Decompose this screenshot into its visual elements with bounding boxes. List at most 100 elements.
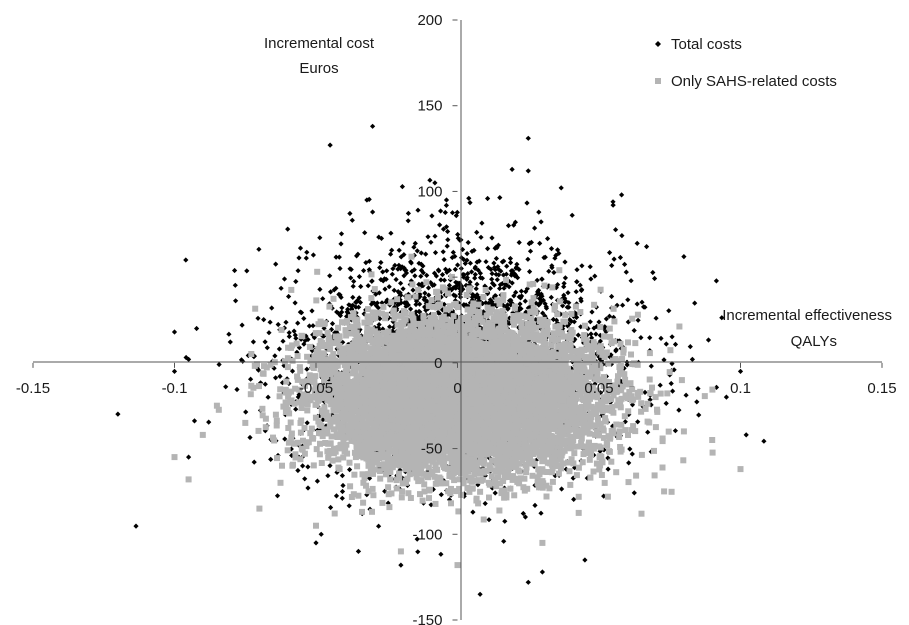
data-point	[351, 278, 357, 284]
data-point	[361, 311, 367, 317]
data-point	[366, 196, 372, 202]
data-point	[508, 272, 514, 278]
data-point	[405, 218, 411, 224]
data-point	[398, 266, 404, 272]
data-point	[492, 267, 498, 273]
data-point	[346, 459, 353, 466]
data-point	[548, 294, 554, 300]
data-point	[296, 399, 303, 406]
data-point	[631, 490, 637, 496]
data-point	[334, 339, 341, 346]
data-point	[536, 287, 542, 293]
data-point	[443, 202, 449, 208]
data-point	[238, 357, 245, 363]
data-point	[398, 562, 404, 568]
data-point	[529, 321, 536, 328]
data-point	[441, 301, 447, 307]
data-point	[364, 492, 370, 498]
data-point	[459, 283, 465, 289]
data-point	[475, 267, 481, 273]
data-point	[378, 235, 385, 241]
data-point	[440, 226, 447, 232]
data-point	[663, 341, 669, 347]
data-point	[556, 250, 562, 256]
data-point	[505, 302, 511, 308]
data-point	[401, 265, 407, 271]
data-point	[335, 456, 342, 463]
data-point	[522, 514, 528, 520]
data-point	[477, 591, 483, 597]
data-point	[415, 207, 421, 213]
data-point	[327, 142, 333, 148]
data-point	[295, 394, 301, 400]
data-point	[493, 255, 499, 262]
data-point	[672, 428, 678, 434]
data-point	[613, 227, 619, 233]
data-point	[338, 294, 344, 300]
data-point	[505, 306, 511, 312]
data-point	[619, 233, 625, 239]
data-point	[281, 276, 288, 282]
data-point	[401, 252, 407, 258]
data-point	[300, 437, 306, 444]
data-point	[420, 263, 426, 269]
data-point	[609, 262, 615, 269]
data-point	[505, 223, 512, 229]
data-point	[668, 488, 675, 495]
data-point	[311, 335, 317, 341]
data-point	[428, 239, 434, 245]
data-point	[353, 299, 359, 305]
data-point	[452, 266, 458, 272]
data-point	[570, 475, 576, 481]
data-point	[295, 268, 301, 274]
data-point	[420, 270, 426, 276]
data-point	[584, 475, 590, 481]
data-point	[486, 517, 492, 523]
data-point	[606, 313, 613, 319]
data-point	[635, 419, 641, 425]
data-point	[332, 330, 338, 336]
data-point	[266, 330, 272, 336]
data-point	[340, 339, 346, 345]
data-point	[438, 208, 444, 214]
data-point	[292, 332, 298, 338]
data-point	[597, 332, 603, 338]
data-point	[368, 295, 375, 302]
data-point	[473, 286, 479, 292]
data-point	[687, 344, 693, 350]
data-point	[532, 225, 538, 231]
data-point	[623, 269, 629, 275]
data-point	[393, 485, 400, 492]
data-point	[384, 268, 390, 274]
data-point	[449, 254, 455, 261]
data-point	[563, 298, 569, 304]
data-point	[601, 493, 607, 499]
data-point	[337, 265, 343, 272]
data-point	[309, 348, 315, 354]
data-point	[509, 166, 515, 172]
data-point	[304, 249, 310, 255]
data-point	[523, 289, 529, 295]
data-point	[628, 278, 634, 284]
data-point	[664, 390, 671, 397]
data-point	[437, 311, 443, 317]
data-point	[493, 293, 499, 299]
data-point	[613, 421, 620, 428]
data-point	[475, 305, 481, 311]
data-point	[339, 305, 345, 311]
data-point	[609, 293, 615, 300]
data-point	[451, 477, 458, 484]
data-point	[374, 300, 380, 306]
data-point	[737, 368, 744, 374]
data-point	[443, 224, 450, 230]
data-point	[530, 295, 537, 302]
data-point	[542, 313, 548, 319]
data-point	[500, 302, 506, 308]
data-point	[568, 318, 574, 324]
data-point	[571, 496, 577, 502]
data-point	[398, 319, 405, 326]
data-point	[414, 248, 420, 254]
data-point	[395, 266, 401, 272]
data-point	[669, 361, 675, 367]
data-point	[380, 269, 386, 275]
